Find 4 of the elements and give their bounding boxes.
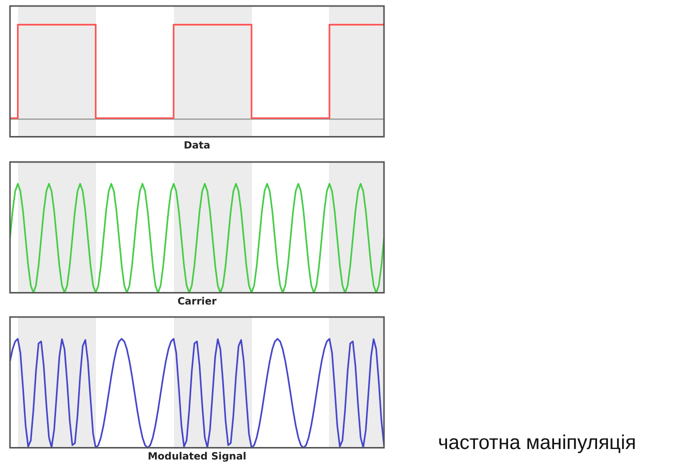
x-axis-title: Carrier bbox=[177, 296, 217, 308]
x-axis-title: Modulated Signal bbox=[148, 452, 246, 463]
text: частотна маніпуляція bbox=[438, 432, 636, 455]
x-axis-title: Data bbox=[184, 140, 210, 152]
